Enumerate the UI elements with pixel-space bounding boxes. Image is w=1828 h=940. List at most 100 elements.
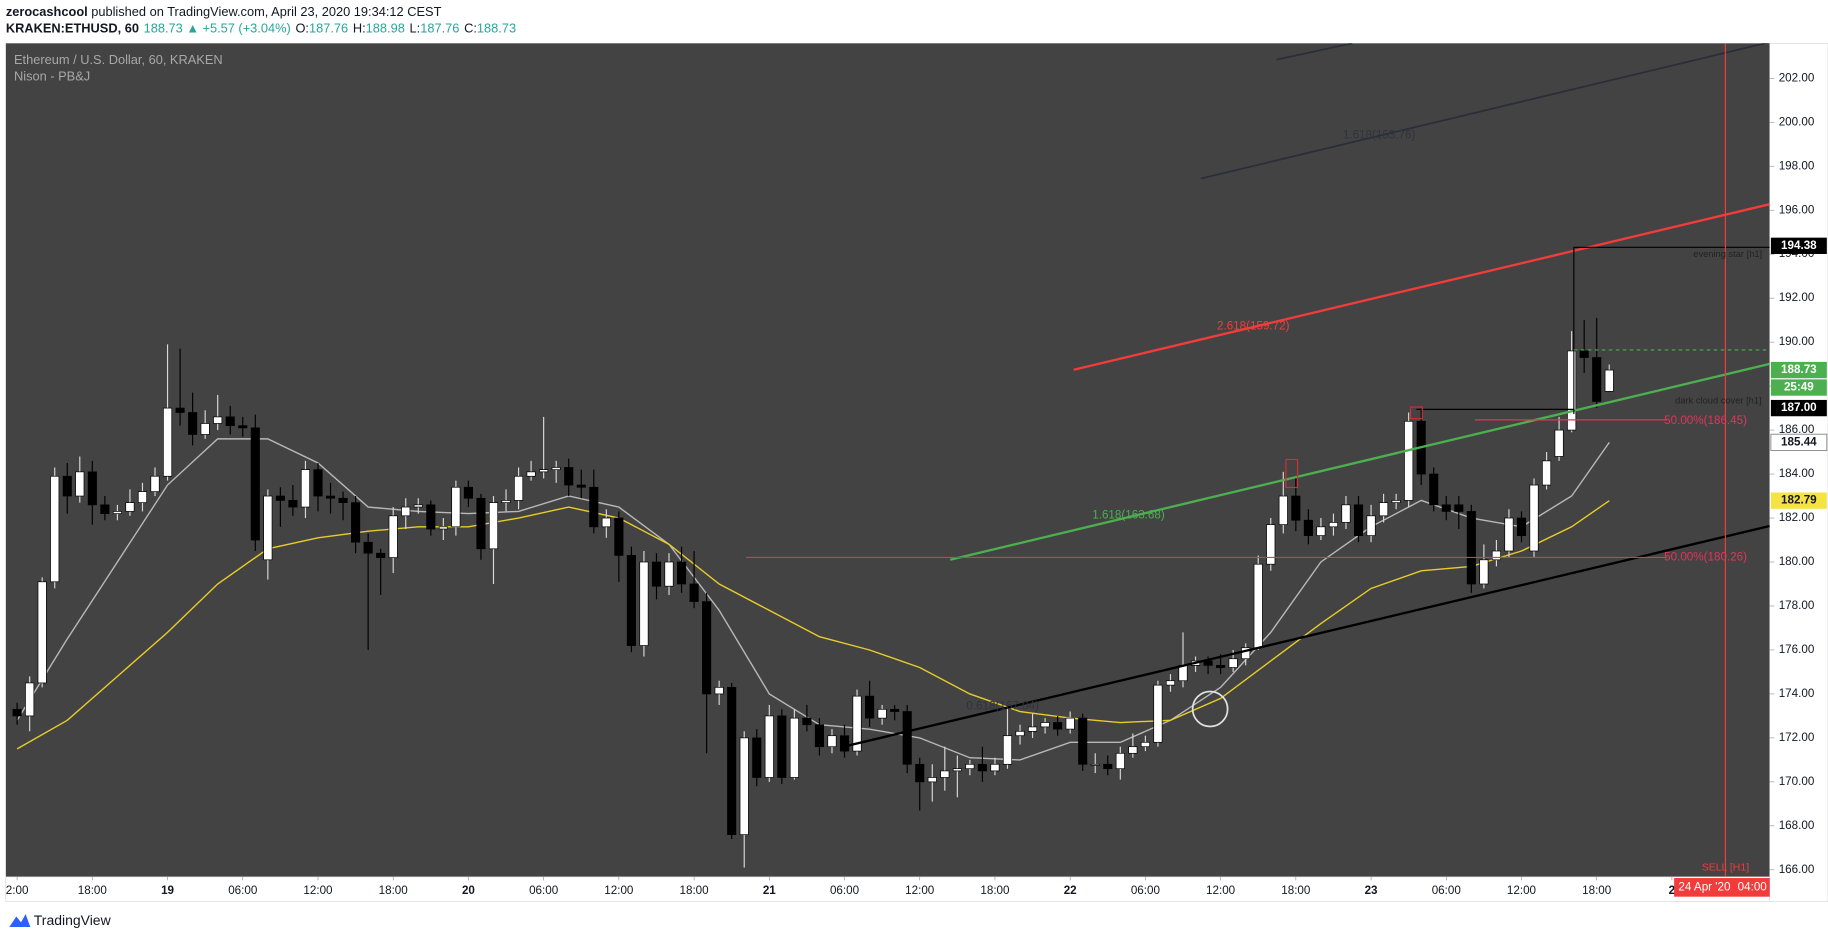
candle-body: [551, 467, 561, 471]
candle-body: [1165, 680, 1176, 686]
candle-body: [514, 475, 524, 501]
candle-body: [125, 502, 135, 512]
pattern-box: [1285, 458, 1299, 489]
candle-body: [526, 471, 536, 477]
candle-body: [200, 423, 210, 435]
highlight-circle: [1191, 690, 1229, 728]
candle-body: [576, 484, 586, 488]
annotation: dark cloud cover [h1]: [1675, 396, 1761, 406]
candle-body: [1328, 522, 1338, 528]
candle-body: [1516, 517, 1527, 536]
candle-body: [463, 486, 473, 499]
x-tick-label: 06:00: [830, 884, 860, 897]
candle-body: [300, 469, 310, 508]
candle-body: [651, 561, 662, 587]
candle-body: [1579, 350, 1589, 358]
x-tick-label: 12:00: [303, 884, 333, 897]
price-tag-label: 187.00: [1781, 401, 1817, 414]
candle-body: [1090, 763, 1100, 766]
candle-body: [915, 763, 925, 783]
candle-body: [325, 495, 336, 499]
x-tick-label: 18:00: [1281, 884, 1311, 897]
candle-body: [664, 561, 674, 587]
y-tick-label: 168.00: [1779, 819, 1815, 832]
candle-body: [75, 471, 85, 497]
candle-body: [977, 763, 987, 772]
candle-body: [952, 768, 962, 772]
candle-body: [727, 686, 737, 836]
annotation: evening star [h1]: [1693, 249, 1762, 259]
candle-body: [1216, 664, 1226, 668]
candle-body: [100, 504, 110, 514]
pattern-line: [1573, 246, 1770, 415]
candle-body: [1040, 722, 1050, 728]
time-axis: [5, 876, 1771, 902]
candle-body: [1391, 500, 1401, 503]
price-tag: [1770, 433, 1828, 452]
x-tick-label: 23: [1365, 884, 1378, 897]
candle-body: [1529, 484, 1539, 552]
candle-body: [488, 502, 499, 550]
candle-body: [501, 500, 511, 503]
change-arrow: ▲: [186, 21, 199, 36]
candle-body: [1554, 429, 1564, 457]
y-tick-label: 180.00: [1779, 555, 1815, 568]
candle-body: [250, 427, 260, 541]
y-tick-label: 176.00: [1779, 643, 1815, 656]
candle-body: [702, 601, 712, 695]
x-tick-label: 22: [1064, 884, 1077, 897]
y-tick-label: 190.00: [1779, 335, 1815, 348]
candle-body: [940, 770, 950, 778]
candle-body: [87, 471, 97, 506]
price-tag: [1770, 379, 1827, 396]
fib-line: [949, 362, 1770, 561]
header-line: zerocashcool published on TradingView.com…: [6, 4, 442, 19]
trend-line: [844, 524, 1770, 748]
candle-body: [1592, 357, 1602, 402]
candle-body: [1253, 563, 1263, 649]
candle-body: [1542, 460, 1552, 486]
y-tick-label: 198.00: [1779, 159, 1815, 172]
candle-body: [137, 491, 148, 503]
date-marker-label: 04:00: [1738, 880, 1768, 893]
candle-body: [965, 763, 975, 770]
candle-body: [689, 583, 699, 602]
candle-body: [1291, 495, 1301, 521]
price-tag: [1770, 399, 1827, 417]
y-tick-label: 200.00: [1779, 115, 1815, 128]
candle-body: [401, 506, 411, 517]
candle-body: [839, 735, 850, 752]
symbol: KRAKEN:ETHUSD, 60: [6, 21, 139, 36]
candle-body: [927, 777, 937, 783]
ohlc-value: 187.76: [420, 21, 459, 36]
candle-body: [426, 504, 436, 530]
candle-body: [12, 708, 22, 717]
candle-body: [814, 724, 824, 748]
x-tick-label: 12:00: [604, 884, 634, 897]
ohlc-key: H:: [353, 21, 366, 36]
chart-subtitle: Nison - PB&J: [14, 69, 90, 84]
candle-body: [451, 486, 461, 528]
y-tick-label: 174.00: [1779, 687, 1815, 700]
x-tick-label: 18:00: [379, 884, 409, 897]
quote-line: KRAKEN:ETHUSD, 60 188.73 ▲ +5.57 (+3.04%) O:1…: [6, 21, 516, 36]
candle-body: [1002, 735, 1013, 765]
candle-body: [263, 495, 273, 561]
annotation: 50.00%(186.45): [1664, 414, 1747, 427]
ohlc-key: L:: [410, 21, 421, 36]
candle-body: [150, 475, 160, 492]
candle-body: [1078, 717, 1088, 765]
candle-body: [626, 555, 636, 646]
x-tick-label: 2:00: [6, 884, 29, 897]
annotation: 1.618(153.76): [1343, 128, 1416, 141]
candle-body: [62, 475, 72, 497]
candle-body: [902, 711, 912, 765]
candle-body: [288, 500, 298, 508]
annotation: 2.618(159.72): [1217, 320, 1290, 333]
change: +5.57: [203, 21, 235, 36]
candle-body: [1316, 526, 1326, 536]
candle-body: [213, 416, 223, 424]
x-tick-label: 18:00: [1582, 884, 1612, 897]
candle-body: [1441, 504, 1451, 512]
